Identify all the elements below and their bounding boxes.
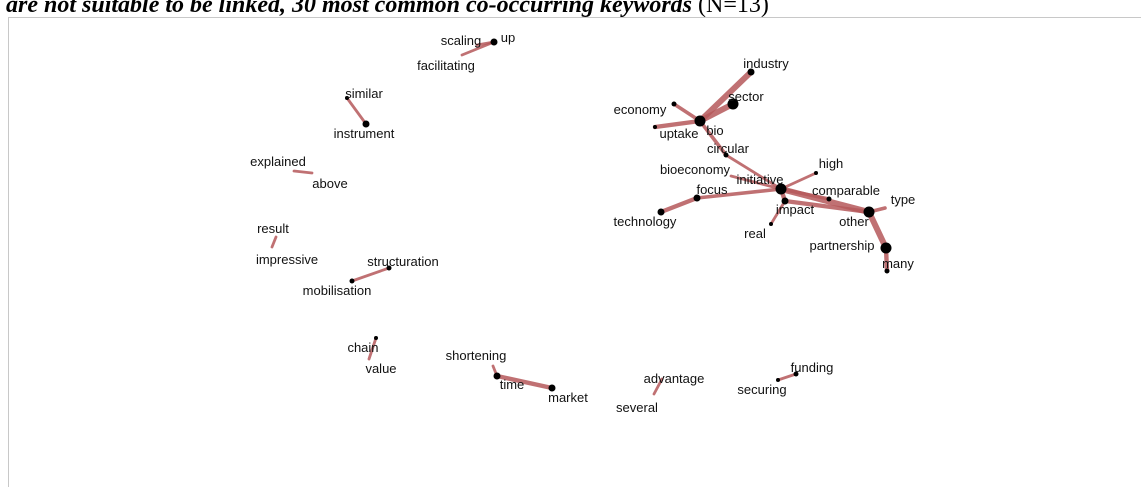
edge-bioeconomy-initiative [729,174,783,191]
node-mobilisation [349,278,355,284]
label-technology: technology [614,214,677,229]
label-above: above [312,176,347,191]
edge-circular-initiative [724,153,783,191]
label-impressive: impressive [256,252,318,267]
node-comparable [826,196,832,202]
label-initiative: initiative [737,172,784,187]
node-structuration [386,265,392,271]
node-other [863,206,875,218]
label-up: up [501,30,515,45]
node-sector [727,98,739,110]
label-many: many [882,256,914,271]
label-bioeconomy: bioeconomy [660,162,731,177]
label-shortening: shortening [446,348,507,363]
edge-bio-industry [697,69,754,124]
label-instrument: instrument [334,126,395,141]
label-structuration: structuration [367,254,439,269]
label-industry: industry [743,56,789,71]
edge-result-impressive [270,235,278,249]
edge-focus-technology [658,195,700,215]
edge-bio-uptake [652,118,703,130]
edge-impact-other [782,198,872,215]
node-securing [776,378,780,382]
caption-count: (N=13) [692,0,769,18]
node-impact [781,197,789,205]
caption-emphasis: are not suitable to be linked, 30 most c… [6,0,693,18]
label-layer: scaling up facilitating similar instrument ex… [250,30,915,415]
node-uptake [653,125,657,129]
label-securing: securing [737,382,786,397]
edge-time-market [494,373,555,391]
node-instrument [362,120,370,128]
node-partnership [880,242,892,254]
label-focus: focus [696,182,728,197]
node-circular [723,152,729,158]
label-bio: bio [706,123,723,138]
label-value: value [365,361,396,376]
edge-initiative-high [779,171,818,191]
node-initiative [775,183,787,195]
node-economy [671,101,677,107]
edge-advantage-several [652,377,664,396]
label-result: result [257,221,289,236]
node-time [493,372,501,380]
node-industry [747,68,755,76]
node-many [884,268,890,274]
edge-chain-value [367,336,378,361]
label-scaling: scaling [441,33,481,48]
edge-similar-instrument [345,96,368,126]
label-real: real [744,226,766,241]
edge-funding-securing [776,372,798,382]
label-similar: similar [345,86,383,101]
label-high: high [819,156,844,171]
node-market [548,384,556,392]
edge-structuration-mobilisation [350,266,391,283]
label-comparable: comparable [812,183,880,198]
node-layer [345,38,892,392]
node-bio [694,115,706,127]
edge-facilitating-up [460,40,496,57]
node-focus [693,194,701,202]
label-impact: impact [776,202,815,217]
label-advantage: advantage [644,371,705,386]
plot-frame [8,17,1141,487]
label-mobilisation: mobilisation [303,283,372,298]
label-circular: circular [707,141,750,156]
node-funding [793,371,799,377]
figure-caption: are not suitable to be linked, 30 most c… [6,0,769,19]
edge-layer [270,40,890,396]
label-several: several [616,400,658,415]
label-explained: explained [250,154,306,169]
label-sector: sector [728,89,764,104]
label-uptake: uptake [659,126,698,141]
edge-explained-above [292,169,314,175]
edge-impact-real [769,199,787,226]
edge-bio-circular [698,119,728,157]
label-facilitating: facilitating [417,58,475,73]
label-funding: funding [791,360,834,375]
label-partnership: partnership [809,238,874,253]
edge-initiative-focus [695,187,783,200]
label-economy: economy [614,102,667,117]
node-real [769,222,773,226]
node-chain [374,336,378,340]
label-chain: chain [347,340,378,355]
edge-bio-sector [697,101,736,124]
node-up [490,38,498,46]
label-type: type [891,192,916,207]
node-technology [657,208,665,216]
edge-other-partnership [866,209,889,251]
label-market: market [548,390,588,405]
node-similar [345,96,349,100]
label-other: other [839,214,869,229]
label-time: time [500,377,525,392]
node-high [814,171,818,175]
